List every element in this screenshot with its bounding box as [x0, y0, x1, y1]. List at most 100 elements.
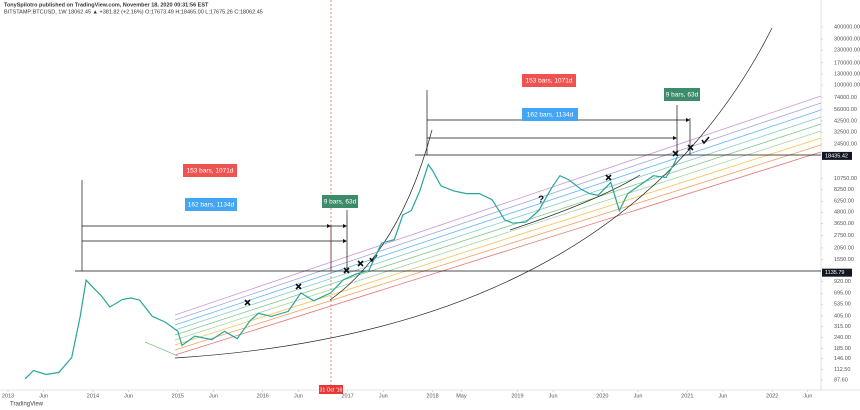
markers [244, 136, 710, 306]
annotation: 9 bars, 63d [666, 92, 699, 99]
x-tick-label: Jun [634, 393, 643, 399]
y-tick-label: 230000.00 [834, 48, 860, 54]
channel-line [174, 95, 822, 316]
y-tick-label: 240.00 [834, 335, 851, 341]
y-tick-label: 112.50 [834, 367, 850, 373]
channel-line [174, 137, 822, 346]
parabolic-curve [329, 129, 433, 301]
channel-line [174, 151, 822, 356]
y-tick-label: 315.00 [834, 324, 851, 330]
annotation: 162 bars, 1134d [527, 112, 574, 119]
y-tick-label: 2050.00 [834, 245, 854, 251]
y-tick-label: 6250.00 [834, 199, 854, 205]
price-label-box [822, 151, 852, 160]
parabolic-curve [174, 27, 773, 359]
y-tick-label: 1550.00 [834, 257, 854, 263]
y-tick-label: 42500.00 [834, 118, 857, 124]
y-tick-label: 920.00 [834, 279, 851, 285]
channel-line [174, 130, 822, 341]
cross-marker [605, 174, 612, 181]
channel-line [174, 109, 822, 326]
x-tick-label: 2021 [681, 393, 693, 399]
annotation-box [664, 88, 700, 101]
y-tick-label: 8250.00 [834, 187, 854, 193]
cross-marker [244, 299, 251, 306]
arrow-heads [327, 118, 690, 243]
annotation-box [322, 195, 358, 208]
y-tick-label: 130000.00 [834, 72, 860, 78]
y-tick-label: 4800.00 [834, 210, 854, 216]
x-tick-label: Jun [39, 393, 48, 399]
cross-marker [672, 150, 679, 157]
y-tick-label: 185.00 [834, 346, 851, 352]
y-tick-label: 87.60 [834, 377, 848, 383]
y-tick-label: 535.00 [834, 302, 851, 308]
x-tick-label: 2014 [87, 393, 99, 399]
annotation-box [522, 74, 576, 87]
arrow-head [686, 118, 690, 122]
x-tick-label: Jun [209, 393, 218, 399]
annotation-box [183, 164, 237, 177]
regression-channel [144, 95, 822, 357]
price-label: 18435.42 [825, 153, 848, 159]
channel-start [144, 341, 179, 357]
arrow-head [343, 239, 347, 243]
support-curve [509, 174, 641, 231]
date-marker-box [319, 385, 343, 394]
cross-marker [357, 260, 364, 267]
channel-line [174, 123, 822, 336]
y-tick-label: 695.00 [834, 291, 851, 297]
y-tick-label: 2750.00 [834, 233, 854, 239]
y-tick-label: 405.00 [834, 313, 851, 319]
x-tick-label: Jun [294, 393, 303, 399]
cross-marker [295, 283, 302, 290]
x-tick-label: Jun [124, 393, 133, 399]
arrow-head [327, 224, 331, 228]
y-tick-label: 146.00 [834, 356, 851, 362]
annotation: 153 bars, 1071d [526, 78, 573, 85]
x-tick-label: 2013 [2, 393, 14, 399]
x-tick-label: 2017 [341, 393, 353, 399]
x-tick-label: May [456, 393, 467, 399]
x-tick-label: 2016 [257, 393, 269, 399]
y-tick-label: 56000.00 [834, 107, 857, 113]
y-tick-label: 170000.00 [834, 60, 860, 66]
cross-marker [343, 267, 350, 274]
annotation-box [185, 198, 237, 211]
channel-line [174, 102, 822, 321]
y-tick-label: 400000.00 [834, 24, 860, 30]
x-tick-label: Jun [803, 393, 812, 399]
y-tick-label: 100000.00 [834, 83, 860, 89]
annotation: 162 bars, 1134d [188, 202, 235, 209]
annotation: 153 bars, 1071d [187, 168, 234, 175]
x-tick-label: 2015 [172, 393, 184, 399]
annotation-box [522, 108, 578, 121]
y-tick-label: 300000.00 [834, 36, 860, 42]
channel-line [174, 116, 822, 331]
price-label-box [822, 268, 852, 277]
x-tick-label: 2020 [596, 393, 608, 399]
date-marker: 31 Oct '16 [320, 387, 343, 393]
price-line [24, 156, 678, 380]
question-mark: ? [538, 195, 544, 206]
cross-marker [687, 144, 694, 151]
author-line: TonySpilotro published on TradingView.co… [4, 2, 209, 8]
x-tick-label: Jun [718, 393, 727, 399]
channel-line [174, 144, 822, 351]
price-label: 1135.79 [825, 270, 844, 276]
arrow-head [343, 224, 347, 228]
y-tick-label: 10750.00 [834, 176, 857, 182]
x-tick-label: 2018 [426, 393, 438, 399]
annotation: 9 bars, 63d [324, 199, 357, 206]
y-tick-label: 24500.00 [834, 141, 857, 147]
y-tick-label: 3650.00 [834, 221, 854, 227]
arrow-head [673, 136, 677, 140]
x-tick-label: Jun [379, 393, 388, 399]
y-tick-label: 32500.00 [834, 130, 857, 136]
x-tick-label: 2019 [511, 393, 523, 399]
y-tick-label: 74000.00 [834, 95, 857, 101]
symbol-line: BITSTAMP:BTCUSD, 1W 18062.45 ▲ +381.82 (… [4, 9, 263, 15]
brand: TradingView [10, 402, 44, 408]
